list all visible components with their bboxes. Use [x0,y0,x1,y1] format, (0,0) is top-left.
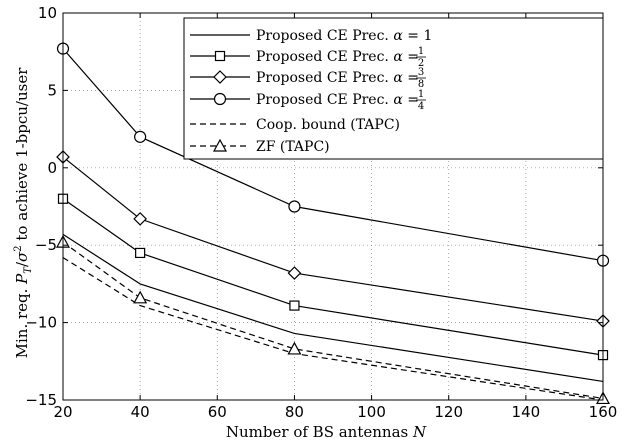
x-tick-label: 160 [589,403,618,421]
y-tick-label: 5 [47,81,57,99]
diamond-marker-icon [213,70,227,84]
y-tick-label: −5 [35,236,57,254]
series-line [62,198,604,356]
y-tick-label: 10 [38,4,57,22]
series-line [62,233,604,383]
x-tick-label: 120 [434,403,463,421]
x-tick-label: 100 [357,403,386,421]
legend-label-alpha-1-4: Proposed CE Prec. α = [256,92,419,108]
series-line [62,257,604,401]
series-line [62,241,604,400]
triangle-marker-icon [212,138,228,152]
y-tick-label: −10 [25,314,57,332]
series-0 [62,233,604,383]
x-tick-label: 20 [53,403,72,421]
legend-label-alpha-3-8: Proposed CE Prec. α = [256,70,419,86]
x-tick-label: 60 [208,403,227,421]
x-tick-label: 140 [512,403,541,421]
x-tick-label: 80 [285,403,304,421]
x-axis-label: Number of BS antennas N [226,423,427,441]
circle-marker-icon [213,92,227,106]
legend-label-zf: ZF (TAPC) [256,139,330,155]
series-4 [62,257,604,401]
legend: Proposed CE Prec. α = 1 Proposed CE Prec… [183,17,604,160]
x-tick-label: 40 [131,403,150,421]
legend-box [183,17,604,160]
series-line [62,156,604,322]
triangle-marker [133,290,148,304]
legend-label-alpha-1-2: Proposed CE Prec. α = [256,49,419,65]
circle-marker [134,130,147,143]
square-marker-icon [214,50,226,62]
diamond-marker [133,212,147,226]
diamond-marker [287,266,302,280]
legend-label-alpha-1: Proposed CE Prec. α = 1 [256,28,432,44]
plot-frame [62,12,604,401]
ticks: 20 40 60 80 100 120 140 160 10 5 0 −5 −10 −15 [25,4,617,421]
triangle-marker [287,341,302,355]
legend-label-coop-bound: Coop. bound (TAPC) [256,117,400,133]
y-axis-label: Min. req. PT/σ2 to achieve 1-bpcu/user [13,67,34,359]
series-line [62,48,604,262]
square-marker [289,300,300,311]
y-tick-label: 0 [47,159,57,177]
circle-marker [288,200,301,213]
square-marker [135,247,146,259]
y-tick-label: −15 [25,391,57,409]
